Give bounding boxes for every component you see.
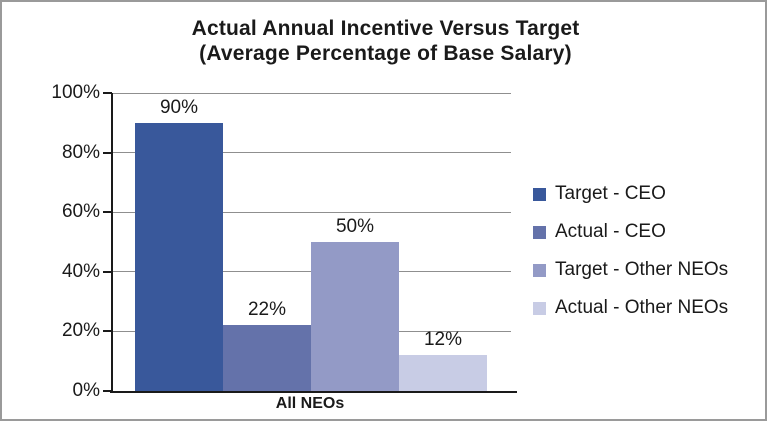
legend-swatch-icon: [533, 187, 546, 201]
bar-target-other-neos: [311, 242, 399, 391]
bar-actual-other-neos: [399, 355, 487, 391]
chart-title-line2: (Average Percentage of Base Salary): [199, 42, 572, 65]
chart-title-line1: Actual Annual Incentive Versus Target: [191, 17, 580, 40]
gridline: [112, 152, 511, 154]
legend-label: Target - Other NEOs: [555, 259, 729, 280]
legend: Target - CEO Actual - CEO Target - Other N…: [533, 182, 728, 334]
gridline: [112, 92, 511, 94]
y-axis-tick: [103, 390, 112, 392]
y-axis-tick-label: 0%: [72, 380, 100, 401]
y-axis-tick-label: 40%: [61, 260, 100, 282]
y-axis-tick: [103, 270, 112, 273]
legend-swatch-icon: [533, 225, 546, 239]
legend-item: Target - CEO: [533, 182, 728, 206]
legend-label: Target - CEO: [555, 183, 666, 204]
x-axis-category-label: All NEOs: [275, 395, 345, 412]
bar-data-label: 12%: [423, 329, 463, 351]
y-axis-tick: [103, 92, 112, 94]
legend-item: Target - Other NEOs: [533, 258, 728, 282]
x-axis-line: [110, 390, 517, 393]
y-axis-tick-label: 100%: [51, 82, 100, 103]
y-axis-tick-label: 20%: [61, 320, 100, 342]
y-axis-tick: [103, 151, 112, 154]
y-axis-line: [111, 93, 113, 392]
y-axis-tick: [103, 211, 112, 214]
bar-target-ceo: [135, 122, 223, 391]
y-axis-tick: [103, 330, 112, 333]
legend-label: Actual - Other NEOs: [555, 297, 729, 318]
legend-item: Actual - CEO: [533, 220, 728, 244]
legend-label: Actual - CEO: [555, 221, 666, 242]
bar-actual-ceo: [223, 325, 311, 391]
bar-data-label: 22%: [247, 299, 287, 321]
bar-data-label: 90%: [159, 96, 199, 118]
chart-title: Actual Annual Incentive Versus Target (A…: [12, 16, 759, 66]
legend-item: Actual - Other NEOs: [533, 296, 728, 320]
y-axis-tick-label: 60%: [61, 201, 100, 223]
bar-data-label: 50%: [335, 216, 375, 237]
legend-swatch-icon: [533, 301, 546, 315]
gridline: [112, 211, 511, 213]
legend-swatch-icon: [533, 263, 546, 277]
y-axis-tick-label: 80%: [61, 141, 100, 163]
